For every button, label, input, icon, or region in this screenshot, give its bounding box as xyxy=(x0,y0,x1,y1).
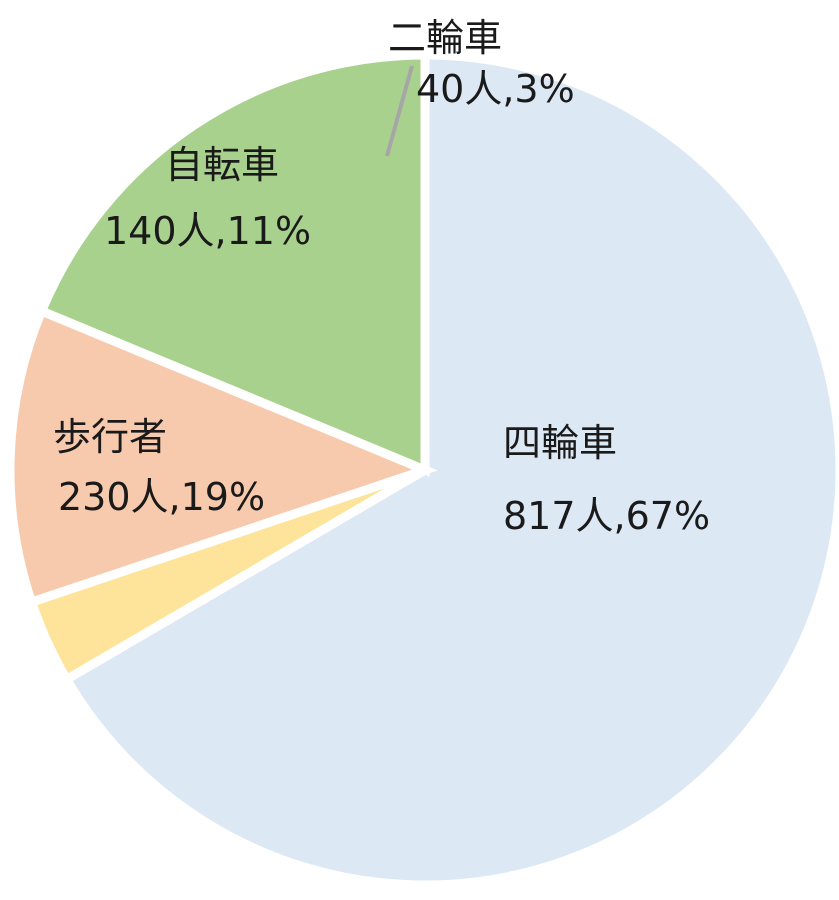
pie-slice-four-wheel xyxy=(60,50,839,890)
category-label-four-wheel: 四輪車 xyxy=(503,421,617,465)
data-label-bicycle: 140人,11% xyxy=(104,209,311,253)
data-label-pedestrian: 230人,19% xyxy=(58,475,265,519)
slices-group xyxy=(5,50,839,890)
leader-lines-group xyxy=(385,65,414,157)
leader-line-two-wheel xyxy=(385,65,414,157)
category-label-two-wheel: 二輪車 xyxy=(388,16,502,60)
data-label-four-wheel: 817人,67% xyxy=(503,494,710,538)
pie-slice-bicycle xyxy=(5,305,438,608)
category-label-bicycle: 自転車 xyxy=(165,143,279,187)
pie-slice-pedestrian xyxy=(35,50,430,477)
data-label-two-wheel: 40人,3% xyxy=(416,67,575,111)
labels-group: 四輪車 817人,67% 二輪車 40人,3% 自転車 140人,11% 歩行者 230人,1… xyxy=(53,16,710,538)
category-label-pedestrian: 歩行者 xyxy=(53,415,167,459)
